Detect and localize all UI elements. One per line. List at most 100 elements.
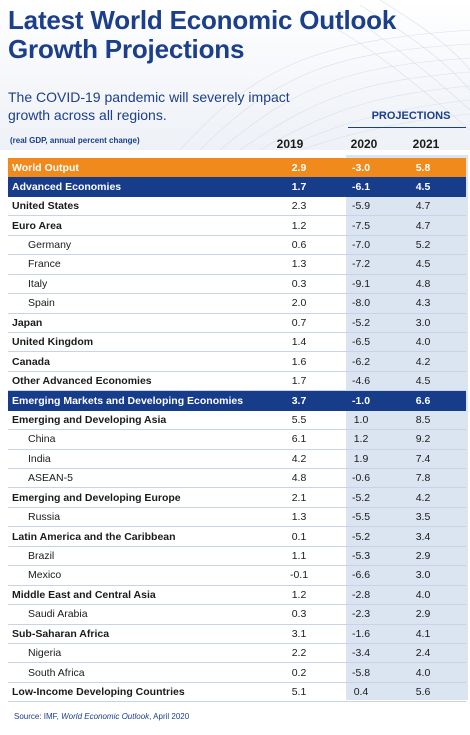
table-row: ASEAN-5 4.8 -0.6 7.8 [8, 469, 466, 489]
value-2020: -5.2 [351, 316, 371, 329]
table-row: Low-Income Developing Countries 5.1 0.4 5.6 [8, 683, 466, 703]
row-label: Brazil [28, 549, 55, 562]
table-row: Russia 1.3 -5.5 3.5 [8, 508, 466, 528]
row-label: Emerging and Developing Asia [12, 413, 167, 426]
value-2019: 1.2 [291, 588, 307, 601]
value-2021: 4.5 [415, 375, 431, 388]
value-2020: -5.9 [351, 200, 371, 213]
value-2019: 3.1 [291, 627, 307, 640]
value-2020: -6.1 [351, 181, 371, 194]
value-2020: -2.8 [351, 588, 371, 601]
value-2020: 1.2 [353, 433, 369, 446]
unit-note: (real GDP, annual percent change) [10, 136, 140, 145]
table-row: United Kingdom 1.4 -6.5 4.0 [8, 333, 466, 353]
row-label: Emerging and Developing Europe [12, 491, 181, 504]
table-row: Spain 2.0 -8.0 4.3 [8, 294, 466, 314]
year-header-2019: 2019 [276, 137, 304, 150]
value-2021: 4.0 [415, 666, 431, 679]
table-row: Germany 0.6 -7.0 5.2 [8, 236, 466, 256]
value-2020: -7.0 [351, 238, 371, 251]
value-2020: -2.3 [351, 608, 371, 621]
value-2019: 1.7 [291, 375, 307, 388]
value-2020: -7.5 [351, 219, 371, 232]
value-2021: 2.4 [415, 647, 431, 660]
row-label: United Kingdom [12, 336, 94, 349]
value-2020: -3.0 [351, 161, 371, 174]
value-2020: -5.5 [351, 511, 371, 524]
value-2020: -6.6 [351, 569, 371, 582]
row-label: United States [12, 200, 80, 213]
value-2021: 4.1 [415, 627, 431, 640]
table-row: Emerging Markets and Developing Economie… [8, 391, 466, 411]
row-label: Saudi Arabia [28, 608, 88, 621]
table-row: Latin America and the Caribbean 0.1 -5.2 3.… [8, 527, 466, 547]
title-line-1: Latest World Economic Outlook [8, 5, 397, 35]
source-prefix: Source: IMF, [14, 712, 62, 721]
value-2021: 5.6 [415, 686, 431, 699]
value-2020: -5.8 [351, 666, 371, 679]
value-2019: 6.1 [291, 433, 307, 446]
table-row: Emerging and Developing Asia 5.5 1.0 8.5 [8, 411, 466, 431]
value-2021: 5.8 [415, 161, 431, 174]
year-header-2020: 2020 [350, 137, 378, 150]
table-row: Brazil 1.1 -5.3 2.9 [8, 547, 466, 567]
table-row: France 1.3 -7.2 4.5 [8, 255, 466, 275]
value-2020: -8.0 [351, 297, 371, 310]
row-label: Mexico [28, 569, 62, 582]
table-row: China 6.1 1.2 9.2 [8, 430, 466, 450]
value-2019: 4.2 [291, 452, 307, 465]
value-2019: 1.2 [291, 219, 307, 232]
value-2019: 5.1 [291, 686, 307, 699]
value-2021: 4.8 [415, 277, 431, 290]
value-2019: 1.3 [291, 258, 307, 271]
value-2021: 4.0 [415, 588, 431, 601]
value-2021: 4.5 [415, 181, 431, 194]
value-2021: 4.3 [415, 297, 431, 310]
value-2021: 4.2 [415, 355, 431, 368]
value-2021: 6.6 [415, 394, 431, 407]
page-title: Latest World Economic Outlook Growth Pro… [8, 6, 396, 64]
value-2020: 0.4 [353, 686, 369, 699]
value-2021: 7.8 [415, 472, 431, 485]
row-label: Euro Area [12, 219, 62, 232]
table-row: Canada 1.6 -6.2 4.2 [8, 352, 466, 372]
row-label: Spain [28, 297, 55, 310]
row-label: Japan [12, 316, 43, 329]
value-2019: 0.3 [291, 277, 307, 290]
value-2020: -7.2 [351, 258, 371, 271]
row-label: Latin America and the Caribbean [12, 530, 176, 543]
source-title: World Economic Outlook [61, 712, 150, 721]
value-2021: 4.7 [415, 219, 431, 232]
projections-underline [348, 127, 466, 128]
row-label: ASEAN-5 [28, 472, 73, 485]
value-2020: -5.2 [351, 530, 371, 543]
value-2019: 1.3 [291, 511, 307, 524]
row-label: Russia [28, 511, 61, 524]
table-row: Nigeria 2.2 -3.4 2.4 [8, 644, 466, 664]
row-label: Emerging Markets and Developing Economie… [12, 394, 244, 407]
row-label: Sub-Saharan Africa [12, 627, 110, 640]
row-label: Other Advanced Economies [12, 375, 152, 388]
title-line-2: Growth Projections [8, 34, 245, 64]
value-2021: 7.4 [415, 452, 431, 465]
row-label: South Africa [28, 666, 85, 679]
value-2020: -6.5 [351, 336, 371, 349]
value-2019: 0.2 [291, 666, 307, 679]
value-2019: 2.2 [291, 647, 307, 660]
table-row: Sub-Saharan Africa 3.1 -1.6 4.1 [8, 625, 466, 644]
value-2019: 1.1 [291, 549, 307, 562]
value-2019: 2.3 [291, 200, 307, 213]
value-2021: 4.2 [415, 491, 431, 504]
row-label: India [28, 452, 51, 465]
row-label: World Output [12, 161, 79, 174]
row-label: France [28, 258, 61, 271]
table-row: Emerging and Developing Europe 2.1 -5.2 4.2 [8, 488, 466, 508]
source-suffix: , April 2020 [149, 712, 190, 721]
value-2021: 3.4 [415, 530, 431, 543]
value-2019: 2.9 [291, 161, 307, 174]
value-2019: 1.6 [291, 355, 307, 368]
header: Latest World Economic Outlook Growth Pro… [0, 0, 470, 150]
value-2019: 1.7 [291, 181, 307, 194]
projections-table: World Output 2.9 -3.0 5.8 Advanced Economies… [8, 158, 466, 703]
value-2019: 2.1 [291, 491, 307, 504]
